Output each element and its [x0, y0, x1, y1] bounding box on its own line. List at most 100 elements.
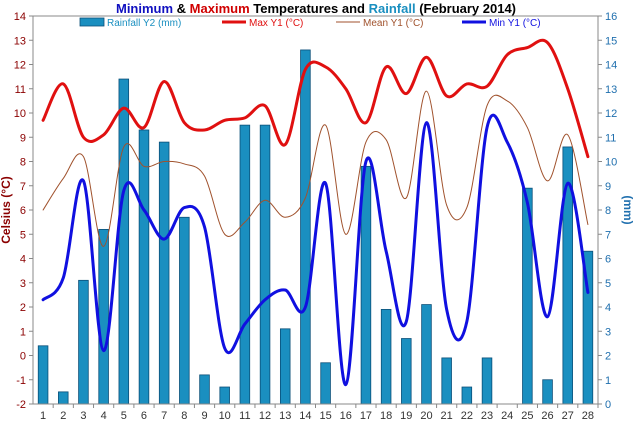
chart-title: Minimum & Maximum Temperatures and Rainf… — [116, 1, 516, 16]
rainfall-bar — [461, 386, 473, 405]
mean-temp-line — [42, 90, 589, 247]
x-tick-label: 23 — [481, 410, 493, 422]
x-tick-label: 15 — [319, 410, 331, 422]
x-tick-label: 21 — [441, 410, 453, 422]
y-tick-label: 10 — [14, 108, 26, 120]
y2-tick-label: 9 — [605, 181, 611, 193]
y2-tick-label: 11 — [605, 132, 616, 144]
temperature-lines — [41, 38, 590, 387]
x-tick-label: 19 — [400, 410, 412, 422]
y-tick-label: 13 — [14, 35, 26, 47]
legend-item: Min Y1 (°C) — [462, 18, 541, 29]
x-tick-label: 9 — [201, 410, 207, 422]
legend-item: Mean Y1 (°C) — [336, 18, 424, 29]
x-tick-label: 7 — [161, 410, 167, 422]
x-tick-label: 25 — [521, 410, 533, 422]
title-part: Rainfall — [369, 1, 416, 16]
x-tick-label: 16 — [340, 410, 352, 422]
title-part: Minimum — [116, 1, 173, 16]
title-part: Temperatures and — [250, 1, 369, 16]
x-tick-label: 11 — [239, 410, 250, 422]
y-tick-label: 11 — [15, 84, 26, 96]
legend: Rainfall Y2 (mm) Max Y1 (°C) Mean Y1 (°C) M… — [79, 17, 541, 29]
y-tick-label: 8 — [20, 157, 26, 169]
max-temp-line — [41, 38, 590, 159]
legend-label: Max Y1 (°C) — [249, 18, 303, 29]
rainfall-bar — [219, 386, 230, 405]
rainfall-bar — [401, 338, 412, 405]
x-tick-label: 1 — [40, 410, 46, 422]
rainfall-bar — [158, 141, 170, 405]
axes: -2-1012345678910111213140123456789101112… — [14, 11, 618, 422]
plot-frame — [32, 15, 599, 405]
rainfall-bar — [98, 228, 109, 405]
x-tick-label: 26 — [541, 410, 553, 422]
y2-tick-label: 8 — [605, 205, 611, 217]
y-tick-label: 2 — [20, 302, 26, 314]
rainfall-bar — [300, 49, 311, 405]
x-tick-label: 13 — [279, 410, 291, 422]
rainfall-bar — [37, 345, 49, 405]
title-part: (February 2014) — [416, 1, 516, 16]
y2-tick-label: 6 — [605, 254, 611, 266]
y2-tick-label: 2 — [605, 351, 611, 363]
title-part: & — [173, 1, 190, 16]
legend-label: Rainfall Y2 (mm) — [107, 18, 181, 29]
rainfall-bar — [441, 357, 452, 405]
rainfall-bar — [380, 309, 392, 405]
rainfall-bar — [239, 124, 251, 405]
y2-tick-label: 13 — [605, 84, 617, 96]
rainfall-bar — [179, 216, 190, 405]
x-tick-label: 24 — [501, 410, 513, 422]
legend-swatch — [79, 17, 105, 27]
rainfall-bar — [542, 379, 553, 405]
rainfall-bar — [481, 357, 493, 405]
x-tick-label: 10 — [219, 410, 231, 422]
legend-item: Rainfall Y2 (mm) — [79, 17, 181, 29]
x-tick-label: 12 — [259, 410, 271, 422]
x-tick-label: 6 — [141, 410, 147, 422]
legend-label: Min Y1 (°C) — [489, 18, 541, 29]
y-tick-label: 0 — [20, 351, 26, 363]
y2-tick-label: 3 — [605, 326, 611, 338]
y-tick-label: 4 — [20, 254, 26, 266]
y2-axis-title: (mm) — [621, 195, 633, 224]
rainfall-bar — [421, 304, 432, 405]
min-temp-line — [41, 113, 590, 387]
rainfall-bar — [118, 78, 130, 405]
rainfall-bar — [199, 374, 210, 405]
x-tick-label: 20 — [420, 410, 432, 422]
rainfall-bar — [259, 124, 271, 405]
rainfall-bar — [58, 391, 69, 405]
y2-tick-label: 0 — [605, 399, 611, 411]
legend-item: Max Y1 (°C) — [222, 18, 303, 29]
rainfall-bar — [78, 279, 89, 405]
y2-tick-label: 14 — [605, 60, 617, 72]
y-tick-label: 14 — [14, 11, 26, 23]
x-tick-label: 28 — [582, 410, 594, 422]
x-tick-label: 2 — [60, 410, 66, 422]
y-tick-label: 6 — [20, 205, 26, 217]
rainfall-bar — [279, 328, 291, 405]
x-tick-label: 17 — [360, 410, 372, 422]
y2-tick-label: 12 — [605, 108, 617, 120]
y-tick-label: -2 — [16, 399, 26, 411]
x-tick-label: 4 — [101, 410, 107, 422]
y2-tick-label: 7 — [605, 229, 611, 241]
y2-tick-label: 10 — [605, 157, 617, 169]
y2-tick-label: 15 — [605, 35, 617, 47]
y-tick-label: -1 — [16, 375, 26, 387]
y-tick-label: 9 — [20, 132, 26, 144]
x-tick-label: 3 — [80, 410, 86, 422]
title-part: Maximum — [190, 1, 250, 16]
y2-tick-label: 5 — [605, 278, 611, 290]
y-tick-label: 5 — [20, 229, 26, 241]
y-tick-label: 3 — [20, 278, 26, 290]
y2-tick-label: 16 — [605, 11, 617, 23]
rainfall-bar — [138, 129, 150, 405]
y2-tick-label: 1 — [605, 375, 611, 387]
y-tick-label: 1 — [20, 326, 26, 338]
legend-label: Mean Y1 (°C) — [363, 18, 424, 29]
x-tick-label: 22 — [461, 410, 473, 422]
